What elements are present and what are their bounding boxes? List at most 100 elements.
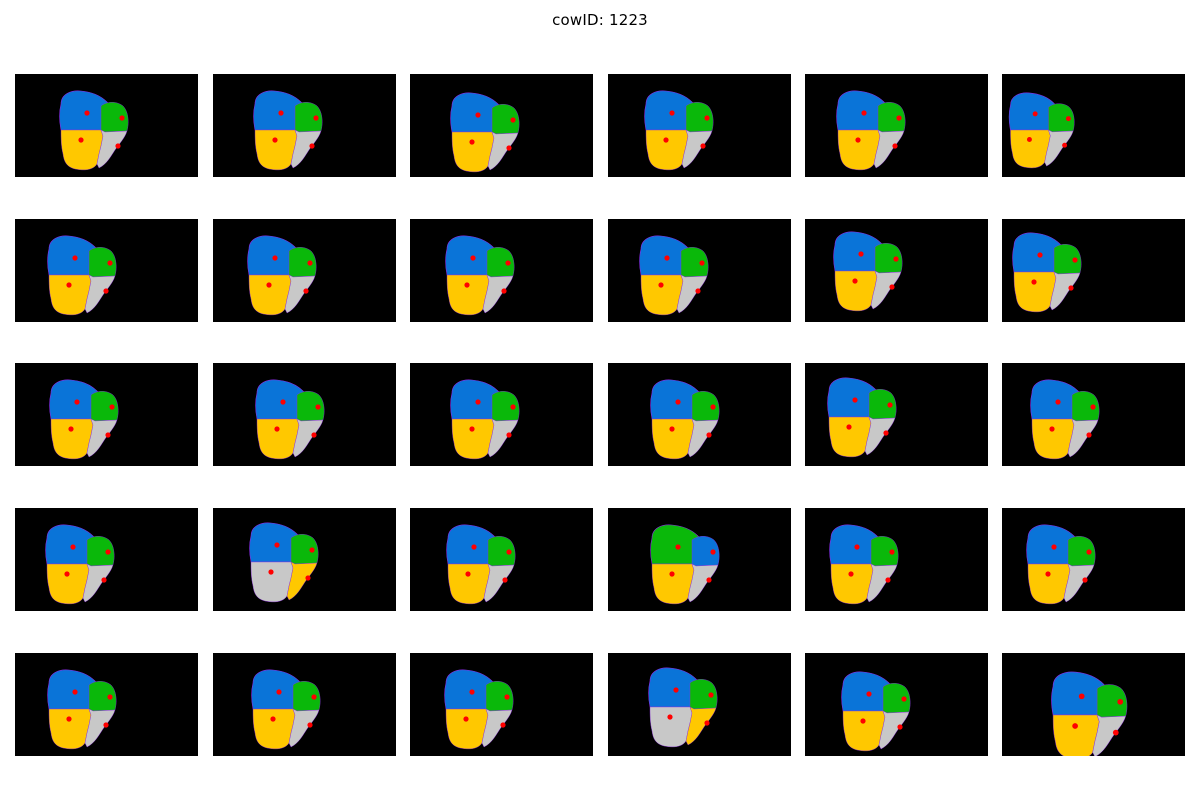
keypoint-marker xyxy=(669,571,675,577)
keypoint-marker xyxy=(699,260,705,266)
keypoint-marker xyxy=(1112,729,1119,736)
heart-silhouette xyxy=(1030,379,1100,460)
keypoint-marker xyxy=(1117,698,1124,705)
keypoint-marker xyxy=(500,722,506,728)
region-bottom-left xyxy=(250,561,294,603)
heart-silhouette xyxy=(1051,671,1128,756)
keypoint-marker xyxy=(307,260,313,266)
keypoint-marker xyxy=(504,694,510,700)
region-bottom-right xyxy=(687,418,719,458)
keypoint-marker xyxy=(848,571,854,577)
segmentation-tile xyxy=(410,219,593,322)
region-bottom-right xyxy=(864,416,896,456)
region-bottom-left xyxy=(1013,271,1057,313)
region-top xyxy=(59,90,111,131)
keypoint-marker xyxy=(855,137,861,143)
keypoint-marker xyxy=(305,575,311,581)
keypoint-marker xyxy=(1065,116,1071,122)
keypoint-marker xyxy=(866,691,872,697)
keypoint-marker xyxy=(68,426,74,432)
keypoint-marker xyxy=(860,718,866,724)
keypoint-marker xyxy=(901,696,907,702)
heart-silhouette xyxy=(255,379,325,460)
heart-silhouette xyxy=(444,669,514,750)
heart-silhouette xyxy=(833,231,903,312)
keypoint-marker xyxy=(64,571,70,577)
keypoint-marker xyxy=(1049,426,1055,432)
segmentation-tile xyxy=(410,74,593,177)
region-top xyxy=(650,379,702,420)
segmentation-tile xyxy=(608,74,791,177)
region-top xyxy=(1008,92,1058,131)
region-bottom-right xyxy=(483,563,515,603)
keypoint-marker xyxy=(667,714,673,720)
region-bottom-right xyxy=(487,131,519,171)
segmentation-tile xyxy=(608,508,791,611)
segmentation-tile xyxy=(410,363,593,466)
segmentation-tile xyxy=(15,219,198,322)
segmentation-tile xyxy=(213,653,396,756)
keypoint-marker xyxy=(272,137,278,143)
segmentation-tile xyxy=(15,653,198,756)
keypoint-marker xyxy=(695,288,701,294)
region-top xyxy=(450,379,502,420)
keypoint-marker xyxy=(893,256,899,262)
heart-silhouette xyxy=(59,90,129,171)
region-bottom-right xyxy=(286,561,318,601)
region-bottom-left xyxy=(834,270,878,312)
keypoint-marker xyxy=(1045,571,1051,577)
segmentation-tile xyxy=(805,363,988,466)
keypoint-marker xyxy=(897,724,903,730)
region-bottom-left xyxy=(828,416,872,458)
segmentation-tile xyxy=(410,653,593,756)
keypoint-marker xyxy=(1032,111,1038,117)
keypoint-marker xyxy=(475,399,481,405)
heart-silhouette xyxy=(639,235,709,316)
region-top xyxy=(47,235,99,276)
keypoint-marker xyxy=(103,722,109,728)
segmentation-tile xyxy=(213,508,396,611)
keypoint-marker xyxy=(1078,693,1085,700)
region-bottom-right xyxy=(1092,714,1126,756)
keypoint-marker xyxy=(846,424,852,430)
region-top xyxy=(444,669,496,710)
region-bottom-right xyxy=(870,270,902,310)
keypoint-marker xyxy=(1086,549,1092,555)
heart-silhouette xyxy=(47,669,117,750)
keypoint-marker xyxy=(115,143,121,149)
keypoint-marker xyxy=(858,251,864,257)
region-bottom-right xyxy=(481,708,513,748)
keypoint-marker xyxy=(274,426,280,432)
keypoint-marker xyxy=(464,282,470,288)
keypoint-marker xyxy=(311,432,317,438)
region-bottom-left xyxy=(256,418,300,460)
region-bottom-left xyxy=(46,563,90,605)
region-top xyxy=(833,231,885,272)
heart-silhouette xyxy=(1026,524,1096,605)
region-top xyxy=(255,379,307,420)
region-bottom-right xyxy=(1067,418,1099,458)
keypoint-marker xyxy=(885,577,891,583)
keypoint-marker xyxy=(78,137,84,143)
region-bottom-right xyxy=(487,418,519,458)
region-bottom-left xyxy=(1027,563,1071,605)
keypoint-marker xyxy=(66,282,72,288)
keypoint-marker xyxy=(469,426,475,432)
region-top xyxy=(827,377,879,418)
heart-silhouette xyxy=(1012,232,1082,313)
region-bottom-left xyxy=(60,129,104,171)
keypoint-marker xyxy=(471,544,477,550)
heart-silhouette xyxy=(650,379,720,460)
keypoint-marker xyxy=(664,255,670,261)
keypoint-marker xyxy=(315,404,321,410)
region-bottom-right xyxy=(873,129,905,169)
region-bottom-right xyxy=(284,274,316,314)
region-top xyxy=(45,524,97,565)
keypoint-marker xyxy=(1031,279,1037,285)
region-top xyxy=(644,90,696,131)
keypoint-marker xyxy=(103,288,109,294)
keypoint-marker xyxy=(710,404,716,410)
keypoint-marker xyxy=(892,143,898,149)
keypoint-marker xyxy=(70,544,76,550)
region-top xyxy=(1026,524,1078,565)
